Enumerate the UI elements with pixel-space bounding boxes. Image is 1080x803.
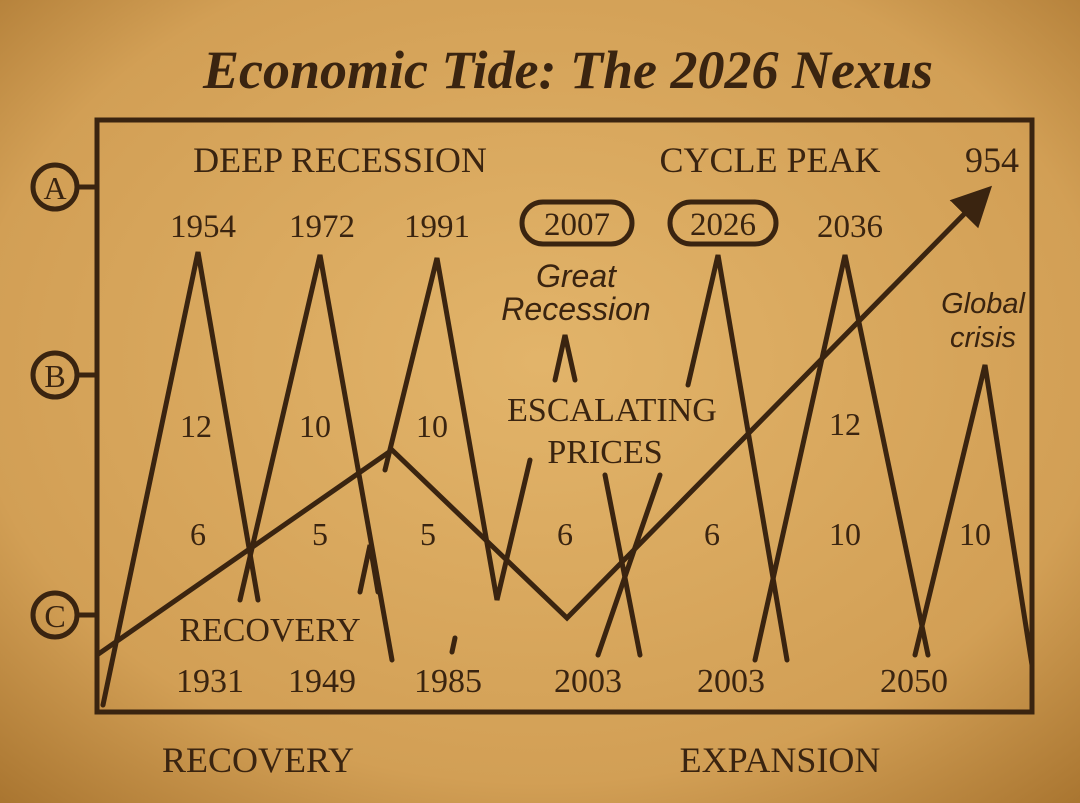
upper-numbers: 12 10 10 12	[180, 406, 861, 444]
annotation: Recession	[501, 291, 650, 327]
trough-year: 1985	[414, 663, 482, 700]
cycle-number: 10	[416, 408, 448, 444]
top-labels: DEEP RECESSION CYCLE PEAK 954	[193, 140, 1019, 180]
bottom-label: EXPANSION	[680, 740, 881, 780]
side-markers: A B C	[30, 162, 100, 640]
cycle-number: 10	[299, 408, 331, 444]
annotations: Great Recession ESCALATING PRICES Global…	[179, 258, 1026, 649]
cycle-line	[552, 334, 578, 383]
marker: C	[44, 598, 65, 634]
peak-year: 1991	[404, 209, 470, 245]
marker: B	[44, 358, 65, 394]
cycle-line	[449, 635, 458, 655]
trough-year: 1931	[176, 663, 244, 700]
trend-arrow	[94, 185, 993, 658]
frame	[94, 117, 1035, 715]
peak-year: 2007	[544, 207, 610, 243]
marker: A	[43, 170, 66, 206]
peak-years: 1954 1972 1991 2007 2026 2036	[170, 199, 883, 247]
trough-year: 2050	[880, 663, 948, 700]
top-label: 954	[965, 140, 1019, 180]
cycle-line	[382, 257, 533, 601]
trough-year: 2003	[554, 663, 622, 700]
cycle-number: 6	[704, 516, 720, 552]
bottom-label: RECOVERY	[162, 740, 354, 780]
cycle-line	[237, 254, 395, 663]
cycle-line	[912, 364, 1035, 668]
peak-year: 2026	[690, 207, 756, 243]
bottom-labels: RECOVERY EXPANSION	[162, 740, 880, 780]
cycle-line	[100, 251, 261, 708]
trough-year: 2003	[697, 663, 765, 700]
trough-years: 1931 1949 1985 2003 2003 2050	[176, 663, 948, 700]
cycle-number: 12	[829, 406, 861, 442]
year-circle	[519, 199, 635, 247]
year-circle	[667, 199, 779, 247]
zigzags	[94, 185, 1035, 708]
cycle-number: 10	[959, 516, 991, 552]
peak-year: 1972	[289, 209, 355, 245]
annotation: Great	[536, 258, 617, 294]
annotation: PRICES	[547, 434, 662, 471]
lower-numbers: 6 5 5 6 6 10 10	[190, 516, 991, 552]
peak-year: 2036	[817, 209, 883, 245]
cycle-number: 5	[420, 516, 436, 552]
cycle-number: 6	[190, 516, 206, 552]
cycle-line	[357, 544, 381, 595]
annotation: crisis	[950, 322, 1016, 354]
cycle-number: 5	[312, 516, 328, 552]
title: Economic Tide: The 2026 Nexus	[202, 40, 933, 100]
top-label: CYCLE PEAK	[659, 140, 880, 180]
cycle-line	[595, 472, 663, 658]
trough-year: 1949	[288, 663, 356, 700]
cycle-line	[685, 254, 790, 663]
cycle-number: 10	[829, 516, 861, 552]
top-label: DEEP RECESSION	[193, 140, 487, 180]
cycle-number: 12	[180, 408, 212, 444]
annotation: RECOVERY	[179, 612, 360, 649]
annotation: ESCALATING	[507, 392, 717, 429]
cycle-line	[752, 254, 931, 663]
cycle-number: 6	[557, 516, 573, 552]
peak-year: 1954	[170, 209, 236, 245]
annotation: Global	[941, 288, 1026, 320]
